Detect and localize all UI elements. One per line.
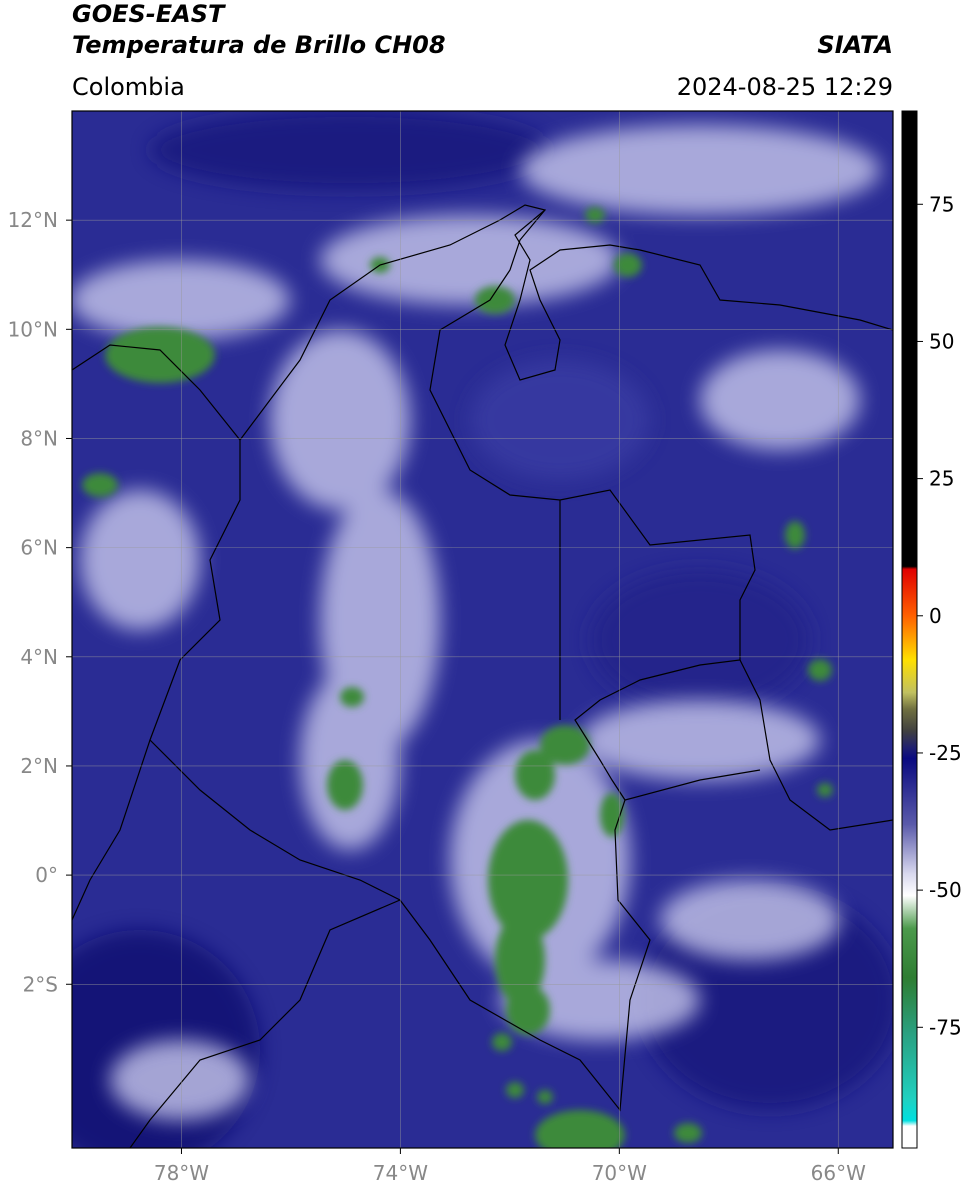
- y-tick-label: 6°N: [20, 536, 58, 560]
- colorbar-tick-label: -25: [929, 741, 962, 765]
- colorbar-tick-label: 25: [929, 467, 954, 491]
- y-tick-label: 2°N: [20, 754, 58, 778]
- colorbar: [901, 110, 918, 1149]
- subtitle: Temperatura de Brillo CH08: [72, 31, 446, 59]
- x-tick-label: 74°W: [373, 1161, 428, 1185]
- y-tick-label: 0°: [35, 863, 58, 887]
- x-tick-label: 66°W: [811, 1161, 866, 1185]
- x-tick-label: 70°W: [592, 1161, 647, 1185]
- region: Colombia: [72, 73, 185, 101]
- map-frame: [71, 110, 894, 1149]
- y-tick-label: 2°S: [23, 972, 58, 996]
- colorbar-tick-label: 50: [929, 329, 954, 353]
- datetime: 2024-08-25 12:29: [677, 73, 893, 101]
- x-tick-label: 78°W: [154, 1161, 209, 1185]
- colorbar-tick-label: 0: [929, 604, 942, 628]
- colorbar-tick-label: -75: [929, 1015, 962, 1039]
- source: SIATA: [817, 31, 893, 59]
- colorbar-tick-label: -50: [929, 878, 962, 902]
- colorbar-tick-label: 75: [929, 192, 954, 216]
- y-tick-label: 10°N: [8, 317, 58, 341]
- y-tick-label: 8°N: [20, 426, 58, 450]
- y-tick-label: 4°N: [20, 645, 58, 669]
- satellite-image: [72, 111, 893, 1148]
- title: GOES-EAST: [72, 0, 226, 28]
- y-tick-label: 12°N: [8, 208, 58, 232]
